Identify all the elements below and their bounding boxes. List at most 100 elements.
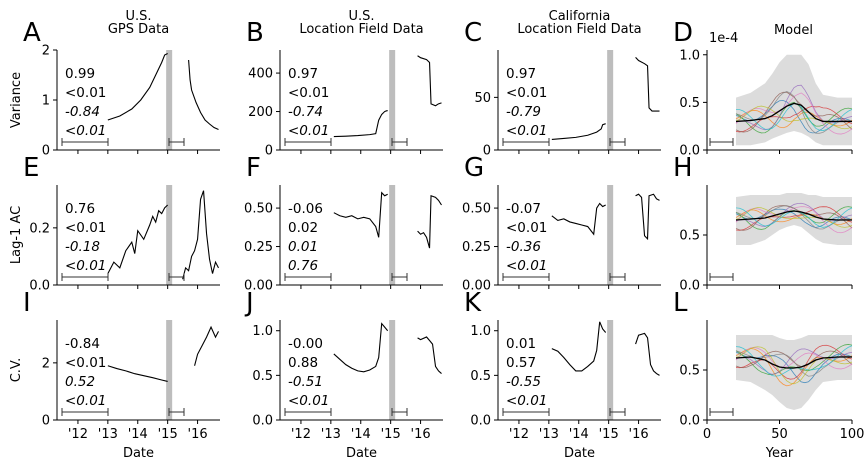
- panel-j-stat-2: -0.51: [288, 374, 323, 390]
- panel-a-series-line: [188, 59, 219, 131]
- panel-k-xtick-label: '12: [509, 427, 529, 442]
- panel-g-stat-2: -0.36: [506, 239, 541, 255]
- panel-c-stat-3: <0.01: [506, 123, 547, 139]
- date-x-axis-label: Date: [346, 446, 377, 461]
- panel-l-xtick-label: 0: [703, 427, 711, 442]
- panel-k-stat-1: 0.57: [506, 355, 536, 371]
- panel-d-ytick-label: 0.5: [679, 96, 700, 111]
- panel-f-window-brackets: [284, 273, 408, 281]
- panel-i-xtick-label: '14: [128, 427, 148, 442]
- model-x-axis-label: Year: [765, 446, 794, 461]
- panel-i-stat-1: <0.01: [65, 355, 106, 371]
- date-x-axis-label: Date: [564, 446, 595, 461]
- panel-a-ytick-label: 2: [42, 44, 50, 59]
- panel-l-mean-line: [735, 356, 852, 369]
- panel-d-letter: D: [673, 18, 693, 48]
- panel-d-title-line: Model: [774, 23, 813, 38]
- panel-j-xtick-label: '14: [351, 427, 371, 442]
- panel-l-ytick-label: 0.0: [679, 414, 700, 429]
- panel-k-series-line: [635, 332, 660, 376]
- panel-l-simulation-line: [735, 350, 853, 369]
- panel-e-letter: E: [23, 153, 39, 183]
- panel-k-xtick-label: '14: [569, 427, 589, 442]
- panel-g-series-line: [551, 202, 606, 236]
- panel-g-stat-3: <0.01: [506, 258, 547, 274]
- panel-j-xtick-label: '15: [381, 427, 401, 442]
- panel-b-ytick-label: 0: [265, 144, 273, 159]
- panel-a-window-brackets: [61, 138, 185, 146]
- panel-l-xtick-label: 50: [771, 427, 788, 442]
- panel-j-ytick-label: 0.0: [252, 414, 273, 429]
- panel-d-mean-line: [735, 102, 852, 123]
- panel-f-transition-bar: [389, 185, 396, 285]
- panel-h-ytick-label: 0.5: [679, 229, 700, 244]
- row-y-label-0: Variance: [9, 72, 24, 128]
- panel-i-ytick-label: 2: [42, 356, 50, 371]
- panel-e-series-line: [107, 204, 169, 274]
- panel-b-transition-bar: [389, 50, 396, 150]
- panel-j-stat-3: <0.01: [288, 393, 329, 409]
- panel-d-ytick-label: 1.0: [679, 48, 700, 63]
- panel-f-ytick-label: 0.00: [244, 279, 273, 294]
- panel-l-window-brackets: [709, 408, 734, 416]
- panel-a-title-line: GPS Data: [108, 22, 169, 37]
- panel-i-series-line: [194, 325, 219, 366]
- panel-i-xtick-label: '12: [68, 427, 88, 442]
- panel-f-letter: F: [246, 153, 261, 183]
- panel-l-simulation-line: [735, 344, 853, 380]
- panel-a-ytick-label: 0: [42, 144, 50, 159]
- panel-a-stat-0: 0.99: [65, 66, 95, 82]
- panel-k-xtick-label: '15: [599, 427, 619, 442]
- panel-b-ytick-label: 200: [248, 105, 273, 120]
- panel-a-letter: A: [23, 18, 41, 48]
- date-x-axis-label: Date: [123, 446, 154, 461]
- panel-a-stat-3: <0.01: [65, 123, 106, 139]
- panel-a-stat-2: -0.84: [65, 104, 100, 120]
- panel-a-ytick-label: 1: [42, 94, 50, 109]
- panel-i-series-line: [107, 365, 168, 382]
- panel-h-mean-line: [735, 210, 852, 221]
- panel-k-letter: K: [464, 288, 482, 318]
- panel-j-letter: J: [244, 288, 254, 318]
- panel-b-series-line: [417, 55, 442, 107]
- panel-e-series-line: [182, 190, 219, 280]
- panel-l-ytick-label: 0.5: [679, 364, 700, 379]
- panel-f-ytick-label: 0.50: [244, 202, 273, 217]
- panel-c-letter: C: [464, 18, 482, 48]
- panel-c-title-line: California: [549, 9, 611, 24]
- panel-d-window-brackets: [709, 138, 734, 146]
- panel-j-stat-0: -0.00: [288, 336, 323, 352]
- panel-h-letter: H: [673, 153, 693, 183]
- panel-c-series-line: [551, 123, 606, 141]
- panel-d-simulation-line: [735, 101, 853, 134]
- panel-g-ytick-label: 0.25: [462, 240, 491, 255]
- panel-l-envelope-band: [736, 335, 852, 410]
- panel-f-stat-2: 0.01: [288, 239, 318, 255]
- panel-k-xtick-label: '13: [539, 427, 559, 442]
- panel-e-stat-2: -0.18: [65, 239, 100, 255]
- panel-k-series-line: [551, 321, 607, 372]
- panel-i-letter: I: [23, 288, 31, 318]
- panel-a-stat-1: <0.01: [65, 85, 106, 101]
- panel-b-title-line: Location Field Data: [299, 22, 423, 37]
- panel-g-stat-1: <0.01: [506, 220, 547, 236]
- panel-b-stat-0: 0.97: [288, 66, 318, 82]
- panel-k-stat-3: <0.01: [506, 393, 547, 409]
- panel-e-stat-1: <0.01: [65, 220, 106, 236]
- panel-b-ytick-label: 400: [248, 67, 273, 82]
- panel-c-series-line: [635, 56, 660, 112]
- panel-i-window-brackets: [61, 408, 185, 416]
- panel-e-stat-0: 0.76: [65, 201, 95, 217]
- row-y-label-2: C.V.: [9, 358, 24, 383]
- panel-i-xtick-label: '13: [98, 427, 118, 442]
- panel-j-xtick-label: '12: [291, 427, 311, 442]
- panel-g-transition-bar: [607, 185, 614, 285]
- panel-b-stat-2: -0.74: [288, 104, 323, 120]
- panel-b-title-line: U.S.: [348, 9, 374, 24]
- panel-j-ytick-label: 1.0: [252, 324, 273, 339]
- panel-c-stat-0: 0.97: [506, 66, 536, 82]
- panel-f-stat-3: 0.76: [288, 258, 318, 274]
- panel-j-transition-bar: [389, 320, 396, 420]
- panel-j-series-line: [417, 336, 442, 374]
- panel-i-xtick-label: '16: [188, 427, 208, 442]
